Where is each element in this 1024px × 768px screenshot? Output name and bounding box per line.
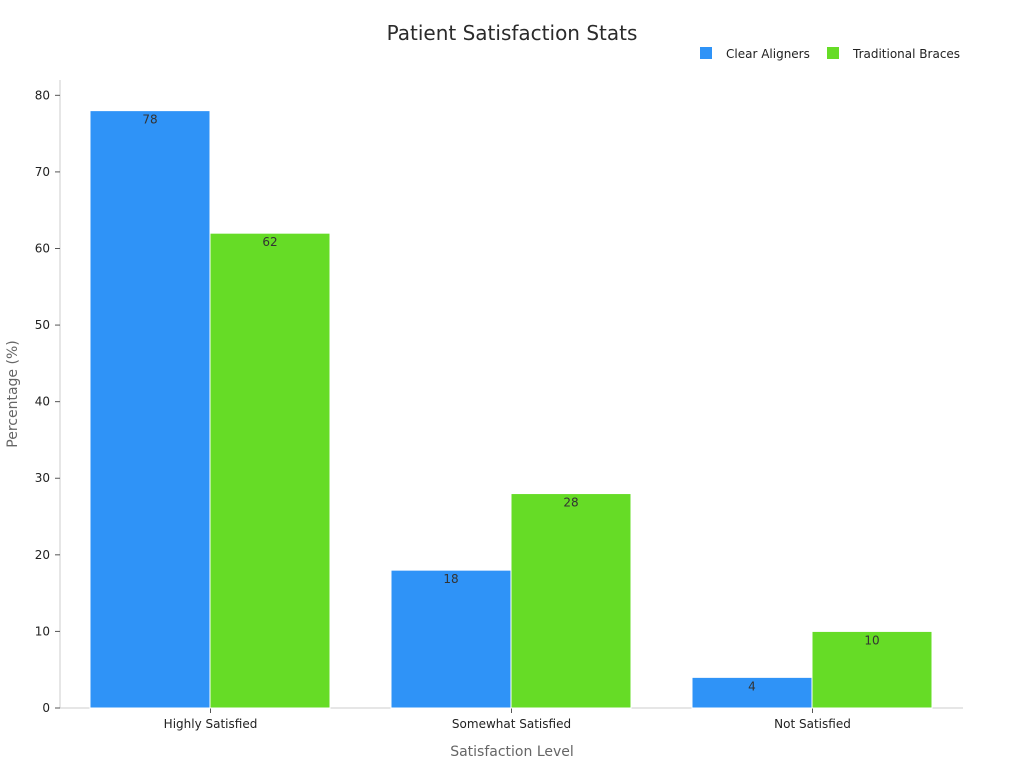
data-label: 10 bbox=[864, 633, 879, 647]
y-tick-label: 40 bbox=[35, 395, 50, 409]
bars bbox=[89, 110, 933, 709]
bar bbox=[390, 569, 512, 709]
y-tick-label: 60 bbox=[35, 241, 50, 255]
bar bbox=[510, 493, 632, 709]
data-labels: 78 62 18 28 4 10 bbox=[142, 113, 879, 694]
legend-swatch bbox=[700, 47, 712, 59]
bar bbox=[89, 110, 211, 709]
data-label: 28 bbox=[563, 496, 578, 510]
bar bbox=[811, 630, 933, 709]
y-tick-label: 30 bbox=[35, 471, 50, 485]
chart-title: Patient Satisfaction Stats bbox=[387, 21, 638, 45]
y-tick-label: 10 bbox=[35, 624, 50, 638]
data-label: 18 bbox=[443, 572, 458, 586]
x-tick-label: Highly Satisfied bbox=[164, 717, 258, 731]
legend-label: Traditional Braces bbox=[852, 47, 960, 61]
x-tick-label: Not Satisfied bbox=[774, 717, 851, 731]
x-axis: Highly Satisfied Somewhat Satisfied Not Sa… bbox=[164, 708, 851, 731]
x-axis-title: Satisfaction Level bbox=[450, 744, 574, 760]
data-label: 78 bbox=[142, 113, 157, 127]
y-tick-label: 20 bbox=[35, 548, 50, 562]
bar bbox=[209, 232, 331, 709]
legend-label: Clear Aligners bbox=[726, 47, 810, 61]
y-axis-title: Percentage (%) bbox=[5, 340, 21, 447]
y-tick-label: 50 bbox=[35, 318, 50, 332]
x-tick-label: Somewhat Satisfied bbox=[452, 717, 571, 731]
legend-swatch bbox=[827, 47, 839, 59]
y-tick-label: 0 bbox=[42, 701, 50, 715]
data-label: 4 bbox=[748, 679, 756, 693]
data-label: 62 bbox=[262, 235, 277, 249]
legend: Clear Aligners Traditional Braces bbox=[700, 47, 960, 61]
y-tick-label: 80 bbox=[35, 88, 50, 102]
y-tick-label: 70 bbox=[35, 165, 50, 179]
y-axis: 0 10 20 30 40 50 60 70 80 bbox=[35, 88, 60, 715]
